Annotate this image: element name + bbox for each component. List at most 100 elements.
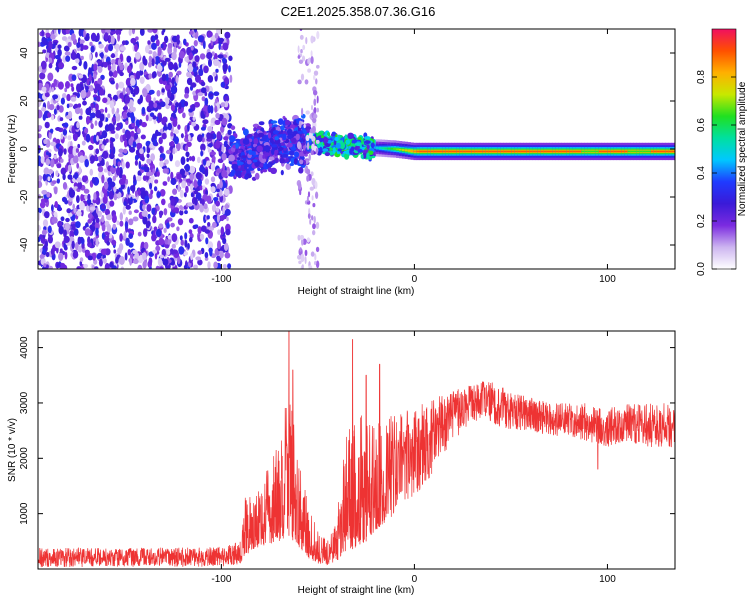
heatmap-cell xyxy=(254,172,260,180)
heatmap-cell xyxy=(89,85,94,92)
heatmap-cell xyxy=(280,142,285,147)
heatmap-cell xyxy=(83,188,90,194)
heatmap-cell xyxy=(213,197,219,202)
heatmap-cell xyxy=(77,103,82,108)
heatmap-cell xyxy=(162,258,169,266)
heatmap-cell xyxy=(199,165,205,173)
heatmap-cell xyxy=(141,210,148,217)
heatmap-cell xyxy=(89,155,96,163)
heatmap-cell xyxy=(104,32,109,41)
heatmap-cell xyxy=(90,32,97,42)
heatmap-cell xyxy=(222,237,227,244)
heatmap-cell xyxy=(491,150,495,153)
heatmap-cell xyxy=(324,152,331,157)
colorbar-gradient xyxy=(712,29,736,269)
heatmap-cell xyxy=(282,133,287,141)
heatmap-cell xyxy=(158,137,163,145)
spectrogram-x-axis: -100 0 100 xyxy=(211,29,616,285)
heatmap-cell xyxy=(72,223,76,231)
heatmap-cell xyxy=(175,74,179,84)
heatmap-cell xyxy=(38,181,43,188)
heatmap-cell xyxy=(116,122,122,127)
heatmap-cell xyxy=(656,150,660,153)
heatmap-cell xyxy=(225,100,229,108)
y-tick-label: 20 xyxy=(19,95,30,107)
heatmap-cell xyxy=(184,101,189,107)
heatmap-cell xyxy=(216,207,220,213)
heatmap-cell xyxy=(204,97,209,106)
heatmap-cell xyxy=(158,223,164,229)
heatmap-cell xyxy=(456,150,461,153)
heatmap-cell xyxy=(137,254,144,264)
heatmap-cell xyxy=(436,150,440,153)
heatmap-cell xyxy=(316,30,320,40)
heatmap-cell xyxy=(152,249,158,254)
heatmap-cell xyxy=(252,159,258,163)
heatmap-cell xyxy=(102,253,106,260)
heatmap-cell xyxy=(422,150,426,153)
heatmap-cell xyxy=(60,158,64,163)
heatmap-cell xyxy=(130,130,135,137)
heatmap-cell xyxy=(347,132,354,139)
heatmap-cell xyxy=(246,159,252,165)
heatmap-cell xyxy=(185,151,190,158)
heatmap-cell xyxy=(172,188,178,195)
heatmap-cell xyxy=(207,143,213,148)
heatmap-cell xyxy=(627,150,631,153)
heatmap-cell xyxy=(202,119,209,125)
heatmap-cell xyxy=(332,146,336,154)
heatmap-cell xyxy=(313,70,319,76)
heatmap-cell xyxy=(202,40,206,49)
heatmap-cell xyxy=(88,144,94,151)
snr-y-axis: 1000 2000 3000 4000 xyxy=(19,336,675,525)
heatmap-cell xyxy=(65,217,70,223)
heatmap-cell xyxy=(217,240,221,250)
heatmap-cell xyxy=(113,186,117,193)
heatmap-cell xyxy=(264,152,270,157)
heatmap-cell xyxy=(197,92,204,97)
heatmap-cell xyxy=(101,223,106,232)
heatmap-cell xyxy=(47,72,54,82)
heatmap-cell xyxy=(322,148,329,152)
heatmap-cell xyxy=(300,49,303,54)
heatmap-cell xyxy=(56,263,61,268)
heatmap-cell xyxy=(79,257,84,262)
heatmap-cell xyxy=(215,200,220,207)
heatmap-cell xyxy=(227,129,232,135)
heatmap-cell xyxy=(222,264,227,269)
heatmap-cell xyxy=(38,125,43,130)
heatmap-cell xyxy=(63,148,67,155)
heatmap-cell xyxy=(38,92,42,99)
heatmap-cell xyxy=(130,253,134,259)
heatmap-cell xyxy=(89,168,94,176)
heatmap-cell xyxy=(162,29,166,33)
heatmap-cell xyxy=(511,150,516,153)
heatmap-cell xyxy=(163,208,168,216)
heatmap-cell xyxy=(170,177,177,186)
heatmap-cell xyxy=(108,190,114,200)
heatmap-cell xyxy=(123,201,127,206)
heatmap-cell xyxy=(480,150,484,153)
heatmap-cell xyxy=(264,145,271,152)
heatmap-cell xyxy=(179,205,183,210)
heatmap-cell xyxy=(117,33,121,42)
heatmap-cell xyxy=(120,266,124,269)
heatmap-cell xyxy=(362,152,367,159)
heatmap-cell xyxy=(213,91,220,96)
heatmap-cell xyxy=(212,221,217,228)
heatmap-cell xyxy=(304,249,308,257)
heatmap-cell xyxy=(65,115,71,120)
heatmap-cell xyxy=(62,173,66,181)
heatmap-cell xyxy=(56,163,62,169)
heatmap-cell xyxy=(176,226,180,232)
heatmap-cell xyxy=(206,215,210,220)
heatmap-cell xyxy=(316,95,319,104)
heatmap-cell xyxy=(39,254,45,259)
heatmap-cell xyxy=(244,174,249,180)
heatmap-cell xyxy=(439,150,443,153)
heatmap-cell xyxy=(109,181,116,188)
heatmap-cell xyxy=(46,151,49,156)
heatmap-cell xyxy=(177,183,181,192)
heatmap-cell xyxy=(197,156,201,164)
heatmap-cell xyxy=(226,216,229,222)
